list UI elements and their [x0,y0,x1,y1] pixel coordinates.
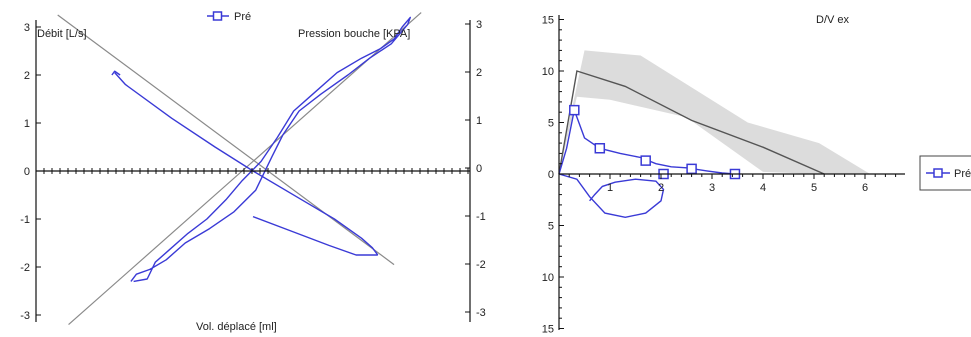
y-tick-label: 10 [542,272,554,284]
y-tick-label: 5 [548,118,554,130]
x-tick-labels: 1 2 3 4 5 6 [607,182,868,194]
left-tick-label: 1 [24,118,30,130]
y-tick-label: 0 [548,169,554,181]
x-axis-title: Vol. déplacé [ml] [196,321,277,333]
right-tick-labels: 3 2 1 0 -1 -2 -3 [476,19,486,319]
left-tick-label: -2 [20,262,30,274]
series-marker [640,155,651,166]
left-tick-labels: 3 2 1 0 -1 -2 -3 [20,22,30,322]
left-tick-label: 0 [24,166,30,178]
series-marker [569,104,580,116]
left-tick-label: -3 [20,310,30,322]
right-tick-label: -3 [476,307,486,319]
axes [35,20,471,322]
series-line-0 [130,16,411,283]
reference-lines [57,12,422,326]
x-tick-label: 5 [811,182,817,194]
right-tick-label: -2 [476,259,486,271]
legend-marker [933,168,943,178]
series-marker [686,163,697,175]
left-axis-title: Débit [L/s] [37,28,87,40]
series-marker [594,143,606,154]
series-line-1 [114,72,379,256]
pressure-flow-chart: 3 2 1 0 -1 -2 -3 3 2 1 0 -1 -2 -3 Débit [L/s] Pressi… [20,11,486,333]
predicted-band-area [559,50,871,174]
left-tick-label: -1 [20,214,30,226]
flow-volume-chart: 15 10 5 0 5 10 15 1 2 3 4 5 6 D/V ex Pré [542,14,971,336]
x-tick-label: 2 [658,182,664,194]
x-tick-label: 6 [862,182,868,194]
reference-line-0 [57,14,395,266]
predicted-band [559,50,871,174]
x-tick-label: 3 [709,182,715,194]
legend: Pré [919,155,971,191]
y-tick-label: 5 [548,221,554,233]
axes [558,15,905,330]
series-group [111,16,411,283]
series-line-3 [111,70,121,76]
y-tick-labels: 15 10 5 0 5 10 15 [542,15,554,336]
right-tick-label: 3 [476,19,482,31]
left-tick-label: 3 [24,22,30,34]
predicted-curve [558,70,825,175]
chart-title: D/V ex [816,14,850,26]
y-tick-label: 15 [542,15,554,27]
legend-label: Pré [954,168,971,180]
right-tick-label: -1 [476,211,486,223]
inspiration-curve [558,173,665,219]
right-tick-label: 2 [476,67,482,79]
right-axis-title: Pression bouche [KPA] [298,28,410,40]
legend: Pré [207,11,251,23]
x-tick-label: 4 [760,182,766,194]
y-tick-label: 15 [542,324,554,336]
right-tick-label: 0 [476,163,482,175]
legend-marker [212,11,223,21]
predicted-line [558,70,825,175]
series-line-2 [252,215,378,256]
right-tick-label: 1 [476,115,482,127]
left-tick-label: 2 [24,70,30,82]
legend-label: Pré [234,11,251,23]
y-tick-label: 10 [542,66,554,78]
x-tick-label: 1 [607,182,613,194]
